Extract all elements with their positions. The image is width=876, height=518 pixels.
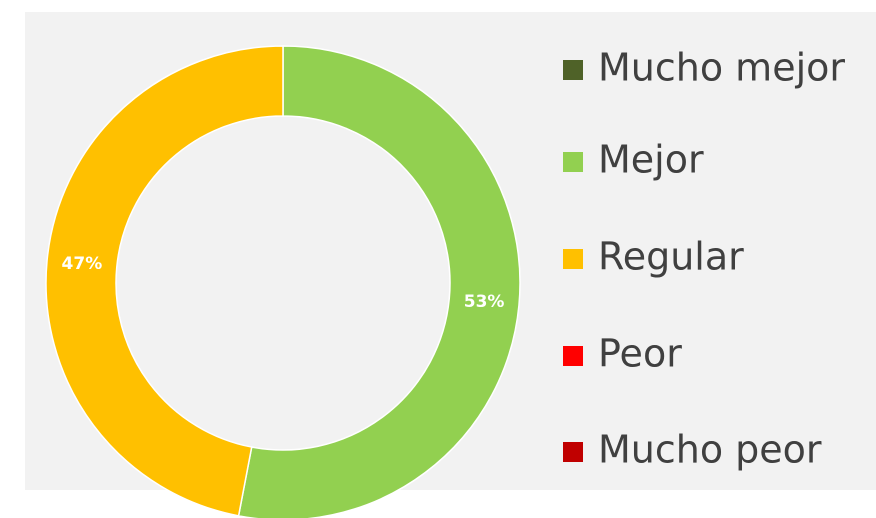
legend-swatch	[563, 152, 583, 172]
donut-segment	[45, 45, 284, 517]
legend-text: Mucho peor	[598, 428, 822, 472]
legend-text: Peor	[598, 332, 682, 376]
value-label: 47%	[62, 254, 103, 274]
legend-swatch	[563, 346, 583, 366]
legend-swatch	[563, 442, 583, 462]
legend-text: Mejor	[598, 138, 704, 182]
legend-text: Mucho mejor	[598, 46, 845, 90]
value-label: 53%	[464, 292, 505, 312]
legend-swatch	[563, 60, 583, 80]
legend-text: Regular	[598, 235, 744, 279]
legend-swatch	[563, 249, 583, 269]
donut-segment	[237, 45, 521, 518]
